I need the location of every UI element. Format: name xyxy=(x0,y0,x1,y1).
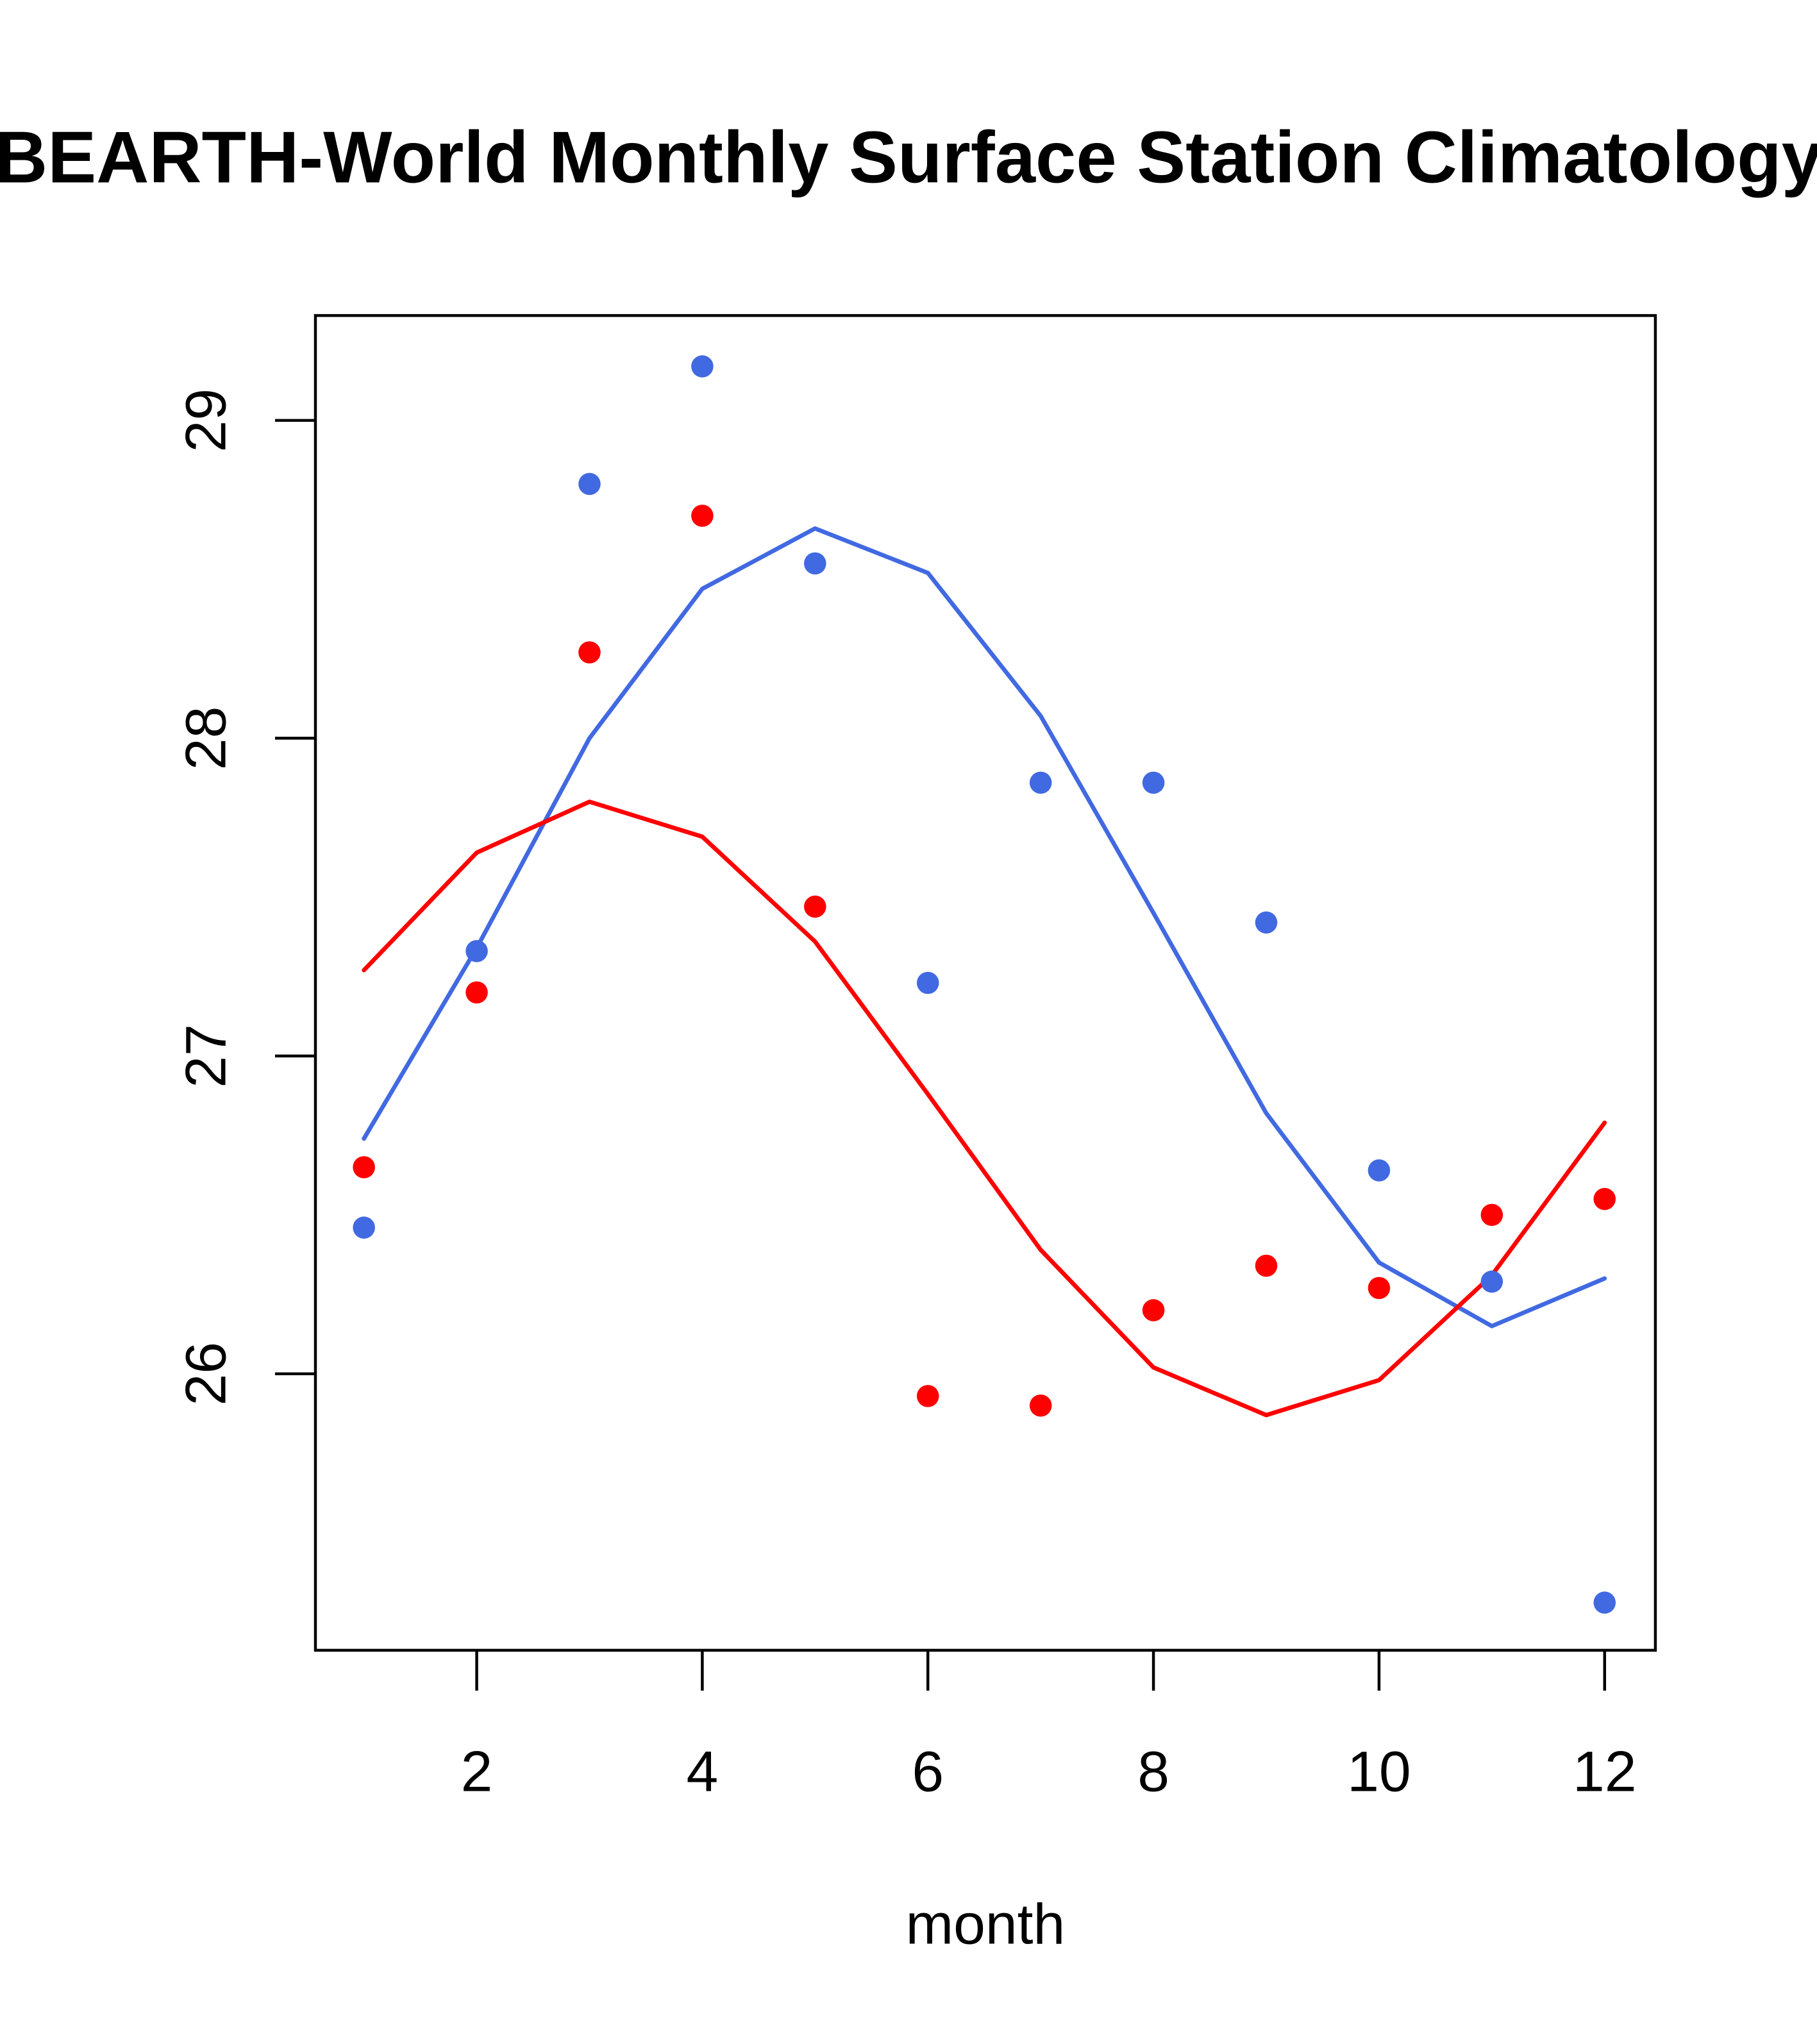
x-axis-label: month xyxy=(906,1891,1066,1956)
y-tick-label: 26 xyxy=(174,1342,238,1405)
chart-title: BEARTH-World Monthly Surface Station Cli… xyxy=(0,117,1817,199)
data-point xyxy=(1029,771,1052,794)
x-tick-label: 8 xyxy=(1137,1739,1169,1803)
series-layer xyxy=(353,355,1616,1614)
series-line-2 xyxy=(362,526,1607,1328)
data-point xyxy=(1255,1254,1278,1277)
x-axis: 2 4 6 8 10 12 xyxy=(461,1650,1636,1803)
x-tick-label: 4 xyxy=(687,1739,719,1803)
data-point xyxy=(916,1385,939,1407)
data-point xyxy=(578,641,601,664)
y-axis: 26 27 28 29 xyxy=(174,389,315,1405)
data-point xyxy=(465,981,488,1004)
data-point xyxy=(1593,1591,1616,1614)
data-point xyxy=(804,552,826,575)
series-line-3 xyxy=(362,800,1607,1418)
data-point xyxy=(1368,1159,1391,1182)
data-point xyxy=(1029,1394,1052,1417)
data-point xyxy=(1368,1277,1391,1300)
y-tick-label: 29 xyxy=(174,389,238,452)
data-point xyxy=(353,1156,375,1178)
data-point xyxy=(578,473,601,496)
x-tick-label: 12 xyxy=(1573,1739,1636,1803)
plot-frame xyxy=(314,314,1657,1652)
data-point xyxy=(691,505,714,527)
x-tick-label: 2 xyxy=(461,1739,493,1803)
data-point xyxy=(1142,771,1165,794)
data-point xyxy=(691,355,714,378)
y-tick-label: 27 xyxy=(174,1024,238,1087)
data-point xyxy=(1593,1187,1616,1210)
y-tick-label: 28 xyxy=(174,707,238,770)
data-point xyxy=(1480,1270,1503,1293)
x-tick-label: 10 xyxy=(1347,1739,1411,1803)
data-point xyxy=(804,895,826,918)
data-point xyxy=(1142,1299,1165,1321)
data-point xyxy=(916,971,939,994)
data-point xyxy=(1255,911,1278,934)
data-point xyxy=(353,1216,375,1239)
data-point xyxy=(465,940,488,962)
x-tick-label: 6 xyxy=(912,1739,944,1803)
data-point xyxy=(1480,1203,1503,1227)
